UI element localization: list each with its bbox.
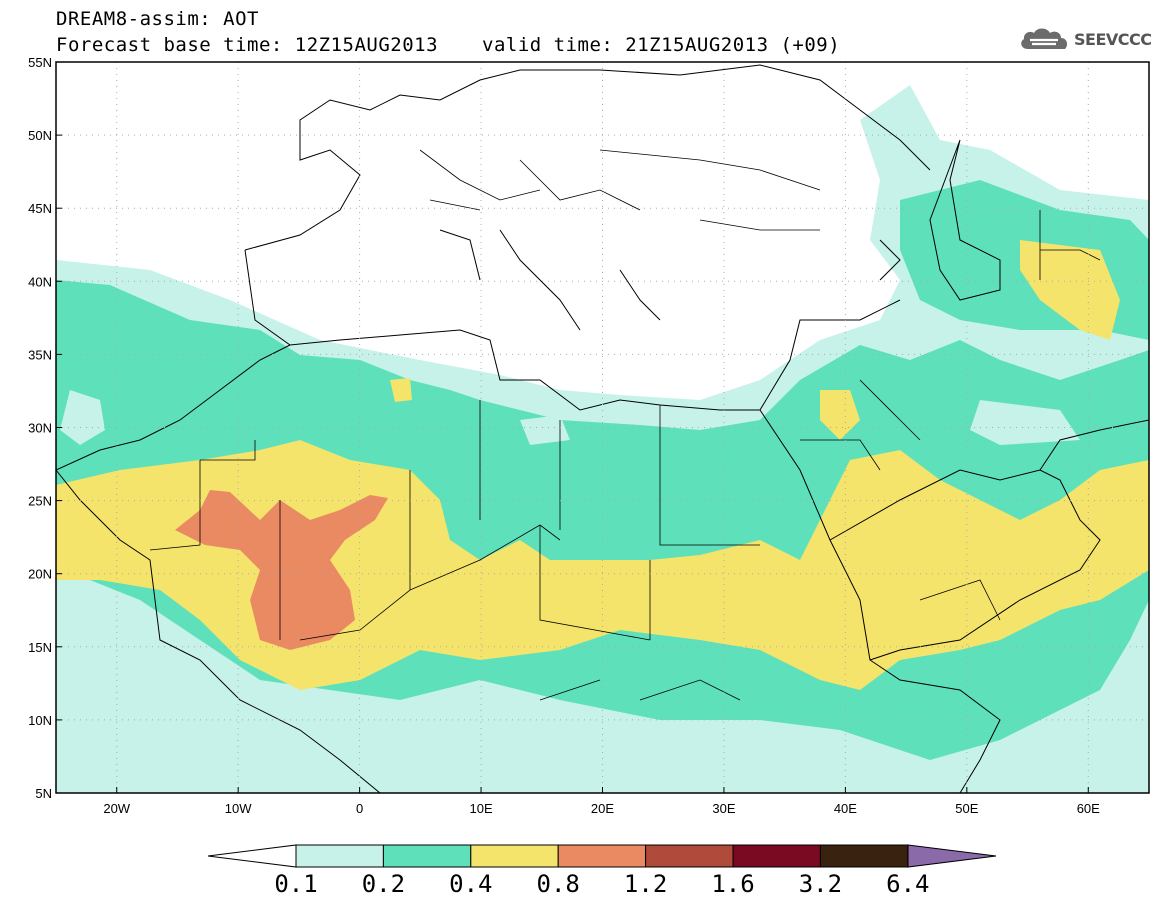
cloud-icon [1021, 28, 1068, 49]
map-title: DREAM8-assim: AOT [56, 8, 259, 30]
lon-tick-label: 40E [834, 801, 857, 816]
lon-tick-label: 20W [103, 801, 130, 816]
lat-tick-label: 20N [28, 567, 52, 582]
colorbar-label: 1.6 [711, 870, 755, 898]
lat-tick-label: 25N [28, 494, 52, 509]
colorbar-label: 1.2 [623, 870, 668, 898]
lat-tick-label: 45N [28, 201, 52, 216]
colorbar-swatch [295, 844, 384, 868]
lat-tick-label: 40N [28, 274, 52, 289]
gridlines [56, 62, 1149, 793]
colorbar-swatch [557, 844, 647, 868]
valid-time: valid time: 21Z15AUG2013 (+09) [482, 34, 841, 56]
lat-tick-label: 10N [28, 713, 52, 728]
lat-tick-label: 30N [28, 421, 52, 436]
colorbar-swatch [382, 844, 472, 868]
colorbar-high-arrow [907, 844, 997, 868]
colorbar-label: 3.2 [798, 870, 843, 898]
lon-tick-label: 60E [1077, 801, 1100, 816]
axis-ticks: 55N 50N 45N 40N 35N 30N 25N 20N 15N 10N 5N 20W 10W 0 1… [28, 55, 1100, 816]
seevccc-logo: SEEVCCC [1018, 24, 1152, 54]
lat-tick-label: 15N [28, 640, 52, 655]
colorbar-swatch [645, 844, 734, 868]
colorbar-label: 0.1 [274, 870, 318, 898]
lon-tick-label: 50E [955, 801, 978, 816]
colorbar-label: 6.4 [886, 870, 930, 898]
lon-tick-label: 10W [225, 801, 252, 816]
lat-tick-label: 55N [28, 55, 52, 70]
colorbar [207, 844, 997, 868]
aot-contour-0.8 [175, 490, 388, 650]
lon-tick-label: 30E [712, 801, 735, 816]
colorbar-low-arrow [207, 844, 297, 868]
colorbar-label: 0.8 [536, 870, 580, 898]
lon-tick-label: 10E [469, 801, 492, 816]
colorbar-swatch [470, 844, 559, 868]
coastlines [56, 64, 1149, 793]
colorbar-label: 0.2 [361, 870, 406, 898]
country-borders [149, 149, 1101, 701]
lon-tick-label: 0 [356, 801, 363, 816]
logo-text: SEEVCCC [1074, 29, 1152, 49]
lat-tick-label: 35N [28, 347, 52, 362]
colorbar-label: 0.4 [449, 870, 493, 898]
colorbar-swatch [732, 844, 821, 868]
lat-tick-label: 5N [35, 786, 52, 801]
lon-tick-label: 20E [591, 801, 614, 816]
lat-tick-label: 50N [28, 128, 52, 143]
forecast-base-time: Forecast base time: 12Z15AUG2013 [56, 34, 439, 56]
colorbar-swatch [819, 844, 909, 868]
